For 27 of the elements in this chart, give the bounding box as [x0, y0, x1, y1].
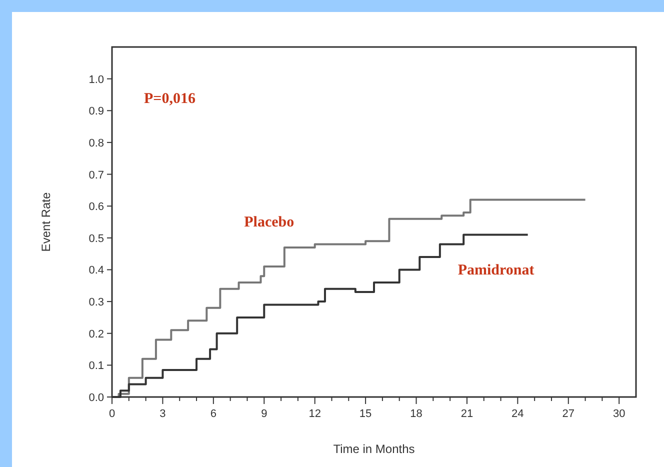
x-tick-label: 0 — [108, 408, 116, 420]
x-tick-label: 18 — [410, 408, 422, 420]
y-tick-label: 0.6 — [88, 201, 104, 214]
y-tick-label: 0.8 — [88, 137, 104, 150]
x-tick-label: 3 — [160, 408, 166, 420]
y-tick-label: 0.5 — [88, 232, 104, 245]
x-tick-label: 15 — [359, 408, 372, 420]
x-tick-label: 9 — [261, 408, 268, 420]
y-tick-label: 0.9 — [88, 106, 104, 118]
x-tick-label: 27 — [562, 408, 575, 420]
series-label: Pamidronat — [458, 262, 534, 279]
y-tick-label: 0.1 — [88, 360, 104, 372]
x-tick-label: 6 — [210, 408, 216, 420]
y-tick-label: 0.4 — [88, 264, 104, 277]
y-tick-label: 0.3 — [88, 296, 104, 309]
y-axis-title: Event Rate — [39, 192, 53, 252]
series-label: Placebo — [244, 214, 294, 231]
x-axis-title: Time in Months — [333, 442, 415, 456]
y-tick-label: 0.2 — [88, 328, 104, 340]
y-tick-label: 0.0 — [88, 392, 104, 404]
x-tick-label: 24 — [512, 408, 524, 420]
y-tick-label: 0.7 — [88, 169, 104, 182]
x-tick-label: 12 — [308, 408, 321, 420]
x-tick-label: 30 — [612, 408, 626, 420]
y-tick-label: 1.0 — [88, 74, 104, 86]
x-tick-label: 21 — [460, 408, 474, 420]
annotation: P=0,016 — [144, 91, 196, 107]
